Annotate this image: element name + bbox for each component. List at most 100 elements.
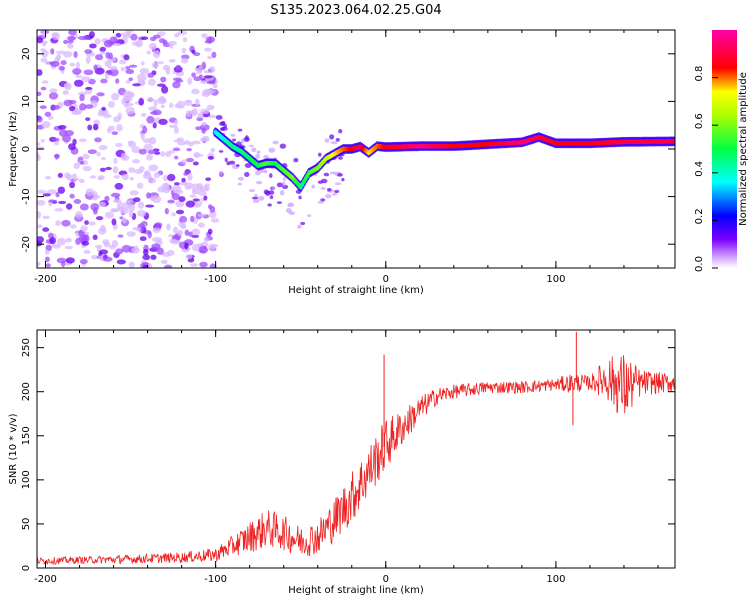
noise-speck	[73, 198, 82, 205]
noise-speck	[111, 131, 119, 136]
noise-speck	[142, 254, 150, 261]
noise-speck	[56, 257, 67, 264]
noise-speck	[199, 261, 208, 268]
scatter-speck	[335, 137, 340, 142]
scatter-speck	[215, 115, 223, 120]
noise-speck	[206, 104, 215, 111]
scatter-speck	[300, 221, 306, 226]
noise-speck	[79, 258, 88, 265]
noise-speck	[195, 98, 200, 107]
noise-speck	[44, 249, 50, 255]
noise-speck	[138, 166, 145, 172]
scatter-speck	[268, 190, 275, 195]
scatter-speck	[237, 182, 243, 186]
noise-speck	[52, 137, 60, 142]
snr-ytick-label: 150	[21, 426, 32, 445]
noise-speck	[210, 147, 216, 153]
scatter-speck	[337, 173, 343, 177]
noise-speck	[167, 199, 175, 204]
noise-speck	[111, 239, 119, 248]
scatter-speck	[311, 184, 316, 189]
noise-speck	[87, 124, 93, 131]
noise-speck	[67, 36, 76, 41]
noise-speck	[37, 154, 41, 162]
noise-speck	[111, 218, 117, 226]
noise-speck	[173, 182, 180, 186]
colorbar-tick-label: 0.8	[694, 66, 705, 82]
noise-speck	[177, 140, 186, 146]
noise-speck	[90, 254, 99, 260]
colorbar-tick-label: 0.2	[694, 208, 705, 224]
noise-speck	[73, 177, 80, 181]
scatter-speck	[263, 169, 268, 174]
noise-speck	[107, 100, 115, 108]
noise-speck	[81, 240, 90, 246]
colorbar-tick-label: 0.0	[694, 256, 705, 272]
noise-speck	[139, 81, 146, 86]
noise-speck	[64, 245, 74, 250]
noise-speck	[85, 86, 93, 90]
scatter-speck	[220, 127, 225, 131]
scatter-speck	[269, 173, 273, 179]
noise-speck	[153, 34, 161, 39]
noise-speck	[175, 79, 184, 83]
scatter-speck	[341, 177, 345, 182]
noise-speck	[65, 257, 75, 264]
noise-speck	[54, 140, 60, 146]
noise-speck	[208, 244, 216, 252]
noise-speck	[42, 215, 51, 220]
noise-speck	[57, 186, 66, 194]
noise-speck	[193, 203, 201, 208]
noise-speck	[39, 105, 47, 110]
noise-speck	[185, 157, 194, 163]
noise-speck	[75, 210, 83, 219]
scatter-speck	[327, 187, 332, 192]
noise-speck	[146, 192, 151, 199]
scatter-speck	[256, 150, 261, 154]
noise-speck	[98, 201, 106, 207]
spectrogram-xtick-label: -100	[204, 274, 227, 285]
noise-speck	[37, 37, 43, 44]
noise-speck	[37, 224, 43, 229]
noise-speck	[111, 92, 120, 101]
noise-speck	[150, 111, 159, 115]
noise-speck	[56, 50, 66, 55]
spectrogram-ytick-label: 20	[21, 47, 32, 60]
noise-speck	[210, 218, 220, 223]
noise-speck	[184, 229, 190, 236]
noise-speck	[201, 121, 207, 126]
noise-speck	[164, 151, 172, 157]
noise-speck	[136, 209, 147, 217]
noise-speck	[129, 64, 138, 68]
noise-speck	[66, 43, 74, 49]
noise-speck	[88, 31, 95, 39]
noise-speck	[92, 234, 98, 241]
noise-speck	[75, 74, 83, 79]
noise-speck	[190, 215, 195, 223]
scatter-speck	[267, 203, 272, 207]
scatter-speck	[255, 153, 261, 160]
scatter-speck	[268, 147, 276, 153]
snr-ytick-label: 0	[21, 565, 32, 571]
noise-speck	[146, 153, 153, 161]
noise-speck	[132, 226, 142, 231]
snr-xtick-label: -100	[204, 574, 227, 585]
noise-speck	[66, 203, 73, 210]
noise-speck	[152, 227, 161, 234]
noise-speck	[79, 94, 85, 102]
noise-speck	[125, 68, 135, 75]
noise-speck	[153, 172, 160, 179]
noise-speck	[173, 126, 179, 134]
noise-speck	[212, 84, 218, 89]
noise-speck	[156, 83, 166, 87]
noise-speck	[131, 247, 140, 254]
noise-speck	[40, 57, 48, 63]
noise-speck	[87, 149, 97, 155]
noise-speck	[60, 60, 67, 66]
noise-speck	[165, 68, 171, 75]
noise-speck	[90, 203, 100, 211]
noise-speck	[37, 69, 43, 76]
noise-speck	[125, 102, 134, 107]
scatter-speck	[317, 200, 324, 204]
noise-speck	[128, 210, 134, 218]
